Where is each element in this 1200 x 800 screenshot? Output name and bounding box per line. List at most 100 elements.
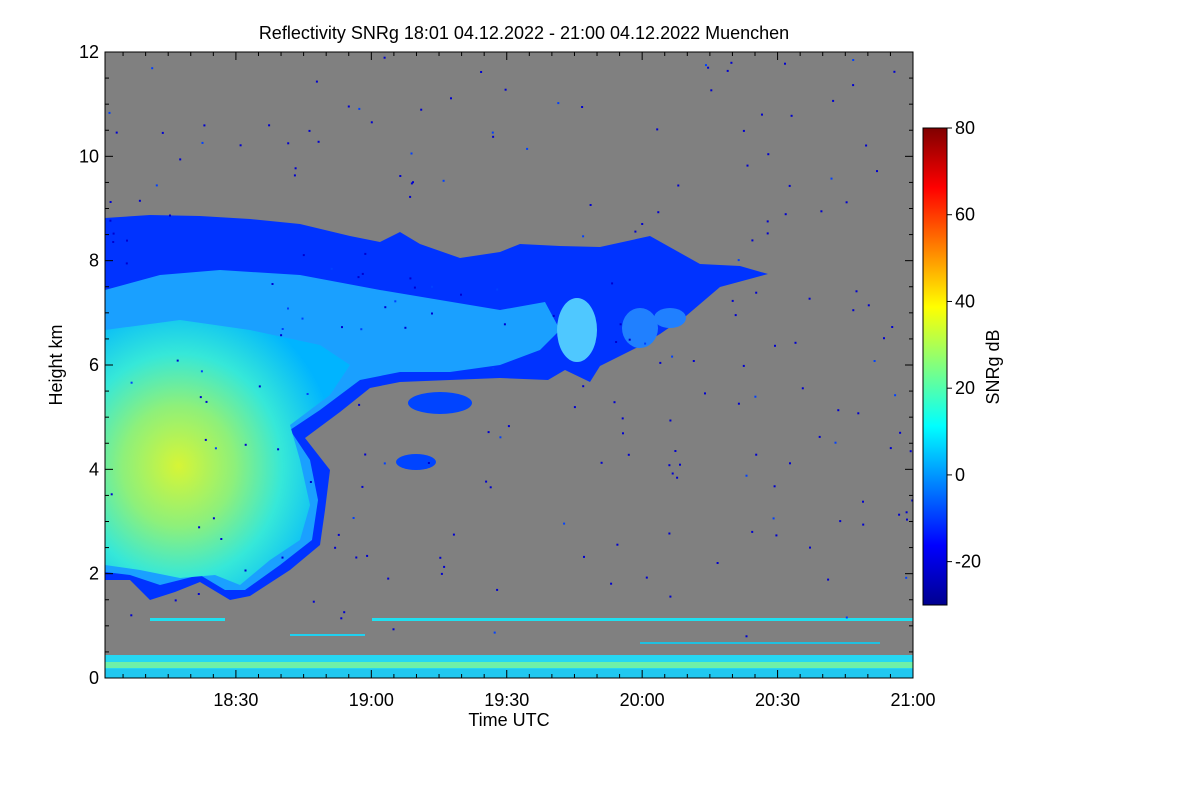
noise-pixel [347, 105, 350, 108]
noise-pixel [281, 556, 284, 559]
colorbar-tick-label: 80 [955, 118, 975, 138]
noise-pixel [610, 582, 613, 585]
noise-pixel [115, 131, 118, 134]
noise-pixel [431, 285, 433, 288]
noise-pixel [889, 447, 892, 450]
noise-pixel [552, 314, 555, 317]
noise-pixel [151, 67, 154, 70]
noise-pixel [827, 578, 830, 581]
noise-pixel [443, 565, 446, 568]
noise-pixel [671, 355, 674, 358]
noise-pixel [197, 593, 200, 595]
noise-pixel [761, 113, 763, 116]
noise-pixel [489, 486, 492, 489]
noise-pixel [704, 392, 706, 395]
surface-strip [105, 669, 913, 678]
noise-pixel [737, 402, 740, 405]
noise-pixel [460, 293, 462, 296]
y-tick-label: 0 [89, 668, 99, 688]
noise-pixel [611, 282, 614, 285]
x-axis: 18:30 19:00 19:30 20:00 20:30 21:00 [122, 52, 936, 710]
noise-pixel [293, 174, 296, 177]
noise-pixel [410, 182, 413, 185]
noise-pixel [452, 533, 455, 536]
noise-pixel [364, 252, 367, 255]
chart-title: Reflectivity SNRg 18:01 04.12.2022 - 21:… [259, 23, 789, 43]
noise-pixel [200, 370, 203, 373]
noise-pixel [809, 546, 811, 549]
noise-pixel [710, 89, 713, 92]
noise-pixel [503, 323, 506, 326]
noise-pixel [671, 472, 674, 475]
noise-pixel [615, 341, 618, 343]
noise-pixel [905, 511, 908, 514]
noise-pixel [507, 425, 510, 428]
detached-echo-3 [622, 308, 658, 348]
noise-pixel [589, 204, 592, 206]
noise-pixel [404, 326, 407, 329]
noise-pixel [898, 513, 901, 516]
noise-pixel [767, 153, 770, 156]
noise-pixel [130, 614, 133, 617]
noise-pixel [659, 361, 662, 364]
noise-pixel [239, 144, 242, 147]
noise-pixel [679, 463, 681, 466]
noise-pixel [110, 493, 113, 496]
noise-pixel [174, 599, 177, 602]
noise-pixel [557, 102, 560, 105]
noise-pixel [834, 441, 837, 444]
noise-pixel [485, 480, 488, 483]
noise-pixel [669, 419, 672, 422]
noise-pixel [244, 443, 247, 446]
noise-pixel [734, 314, 737, 317]
noise-pixel [198, 526, 201, 529]
noise-pixel [205, 400, 208, 403]
noise-pixel [906, 518, 908, 521]
noise-pixel [130, 381, 133, 384]
y-tick-label: 12 [79, 42, 99, 62]
noise-pixel [581, 106, 584, 108]
noise-pixel [383, 56, 386, 59]
noise-pixel [852, 309, 855, 312]
noise-pixel [862, 500, 864, 503]
colorbar-tick-label: 40 [955, 291, 975, 311]
noise-pixel [628, 338, 631, 341]
noise-pixel [755, 453, 758, 456]
noise-pixel [357, 276, 360, 279]
noise-pixel [361, 272, 364, 275]
noise-pixel [334, 546, 337, 549]
noise-pixel [852, 84, 855, 87]
x-tick-label: 19:00 [349, 690, 394, 710]
noise-pixel [818, 435, 821, 438]
noise-pixel [410, 152, 413, 155]
noise-pixel [366, 554, 369, 557]
noise-pixel [301, 317, 304, 320]
noise-pixel [112, 232, 115, 235]
noise-pixel [341, 326, 343, 329]
noise-pixel [616, 543, 619, 546]
noise-pixel [281, 328, 284, 330]
noise-pixel [343, 611, 346, 614]
noise-pixel [355, 556, 358, 559]
noise-pixel [125, 262, 128, 265]
noise-pixel [600, 461, 603, 464]
noise-pixel [361, 485, 364, 488]
noise-pixel [582, 235, 585, 238]
noise-pixel [330, 267, 333, 270]
noise-pixel [674, 450, 677, 452]
noise-pixel [176, 359, 179, 362]
noise-pixel [705, 64, 707, 67]
colorbar-tick-label: -20 [955, 552, 981, 572]
noise-pixel [737, 259, 740, 262]
noise-pixel [855, 290, 858, 293]
noise-pixel [862, 523, 865, 526]
noise-pixel [491, 131, 494, 134]
x-axis-label: Time UTC [468, 710, 549, 730]
noise-pixel [352, 517, 355, 519]
noise-pixel [634, 230, 637, 233]
noise-pixel [891, 326, 894, 328]
noise-pixel [774, 344, 776, 347]
noise-pixel [627, 453, 630, 456]
noise-pixel [214, 447, 217, 450]
noise-pixel [212, 517, 215, 520]
